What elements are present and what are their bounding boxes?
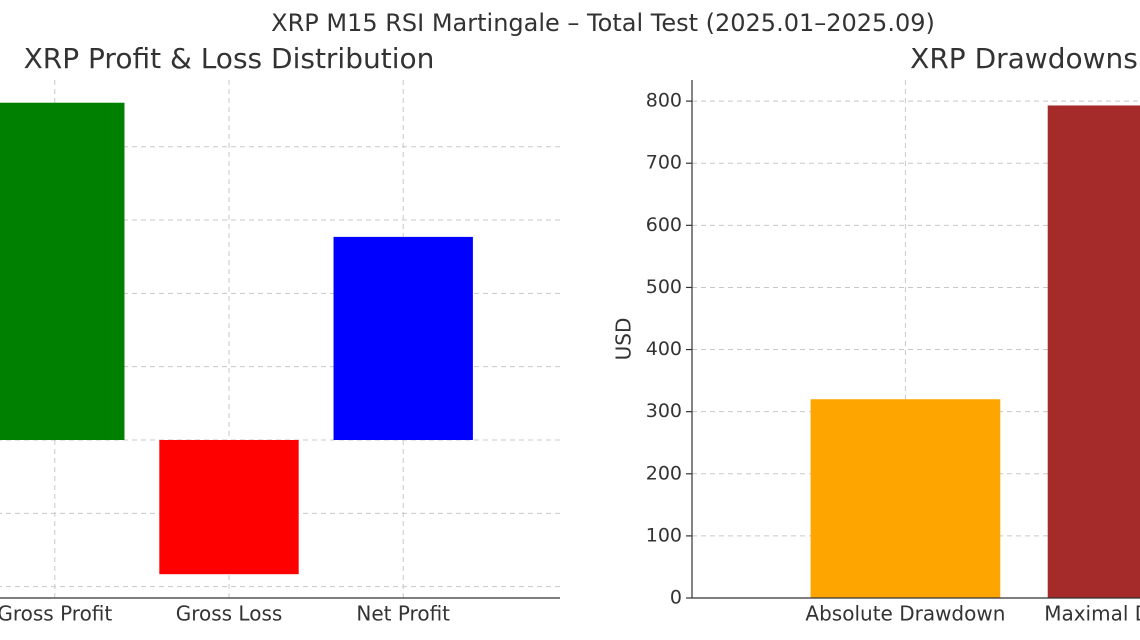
bar: [159, 439, 299, 575]
x-tick-label: Gross Loss: [176, 602, 283, 626]
y-tick-label: 600: [646, 214, 682, 236]
bar: [0, 102, 125, 440]
figure-title: XRP M15 RSI Martingale – Total Test (202…: [271, 9, 935, 37]
y-tick-label: 500: [646, 276, 682, 298]
y-tick-label: 800: [646, 90, 682, 112]
plots: Gross Profit Gross Loss Net Profit XRP Prof…: [0, 42, 1140, 626]
x-tick-label: Net Profit: [356, 602, 450, 626]
y-tick-label: 200: [646, 462, 682, 484]
y-tick-label: 100: [646, 524, 682, 546]
y-axis-label: USD: [612, 318, 636, 361]
x-tick-label: Maximal Drawdown: [1044, 602, 1140, 626]
y-tick-label: 700: [646, 152, 682, 174]
y-tick-label: 400: [646, 338, 682, 360]
bar: [1047, 105, 1140, 599]
chart-title: XRP Profit & Loss Distribution: [24, 42, 435, 75]
chart-title: XRP Drawdowns: [910, 42, 1138, 75]
y-tick-label: 0: [670, 587, 682, 609]
y-tick-label: 300: [646, 400, 682, 422]
x-tick-label: Gross Profit: [0, 602, 112, 626]
bar: [333, 236, 473, 440]
bar: [810, 399, 1001, 598]
x-tick-label: Absolute Drawdown: [805, 602, 1005, 626]
